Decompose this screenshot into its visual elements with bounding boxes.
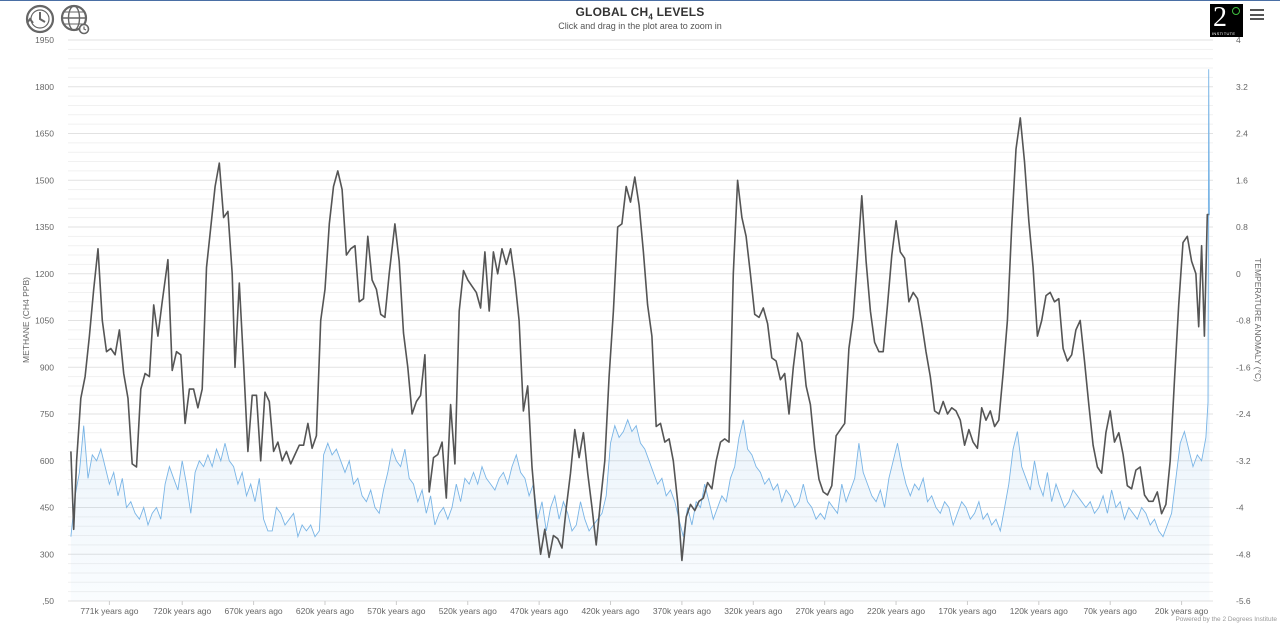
title-end: LEVELS: [653, 5, 705, 19]
left-tick-label: 1800: [35, 82, 54, 92]
logo-caption: INSTITUTE: [1212, 31, 1236, 36]
left-tick-label: 450: [40, 503, 54, 513]
x-tick-label: 670k years ago: [225, 606, 283, 616]
x-tick-label: 320k years ago: [724, 606, 782, 616]
globe-clock-icon[interactable]: [59, 3, 91, 35]
x-tick-label: 620k years ago: [296, 606, 354, 616]
x-tick-label: 170k years ago: [938, 606, 996, 616]
title-main: GLOBAL CH: [575, 5, 649, 19]
right-tick-label: -3.2: [1236, 456, 1251, 466]
x-tick-label: 270k years ago: [796, 606, 854, 616]
right-tick-label: 3.2: [1236, 82, 1248, 92]
right-y-axis: -5.6 -4.8 -4 -3.2 -2.4 -1.6 -0.8 0 0.8 1.6 2.4 3.2 4: [1236, 35, 1251, 606]
right-tick-label: 0: [1236, 269, 1241, 279]
right-axis-title: TEMPERATURE ANOMALY (°C): [1253, 258, 1263, 382]
chart-subtitle: Click and drag in the plot area to zoom …: [558, 21, 722, 31]
right-tick-label: 0.8: [1236, 222, 1248, 232]
right-tick-label: -1.6: [1236, 362, 1251, 372]
x-tick-label: 220k years ago: [867, 606, 925, 616]
two-degrees-institute-logo[interactable]: 2 INSTITUTE: [1210, 2, 1243, 37]
right-tick-label: 1.6: [1236, 175, 1248, 185]
x-tick-label: 70k years ago: [1084, 606, 1138, 616]
right-tick-label: -2.4: [1236, 409, 1251, 419]
x-tick-label: 720k years ago: [153, 606, 211, 616]
top-border: [0, 0, 1280, 1]
credits-text[interactable]: Powered by the 2 Degrees Institute: [1175, 616, 1277, 623]
temperature-series: [70, 69, 1210, 601]
temperature-area: [70, 69, 1210, 601]
hamburger-menu-icon[interactable]: [1250, 9, 1264, 23]
temperature-line[interactable]: [70, 69, 1210, 539]
left-tick-label: 1200: [35, 269, 54, 279]
logo-glyph: 2: [1213, 2, 1227, 33]
left-tick-label: 900: [40, 362, 54, 372]
left-tick-label: 1350: [35, 222, 54, 232]
left-tick-label: 1650: [35, 129, 54, 139]
x-tick-label: 771k years ago: [80, 606, 138, 616]
methane-line[interactable]: [70, 117, 1209, 562]
x-tick-label: 570k years ago: [367, 606, 425, 616]
methane-series: [70, 117, 1209, 562]
left-tick-label: 750: [40, 409, 54, 419]
right-tick-label: -4: [1236, 503, 1244, 513]
right-tick-label: -0.8: [1236, 316, 1251, 326]
x-axis: 771k years ago 720k years ago 670k years a…: [80, 601, 1209, 616]
x-tick-label: 520k years ago: [439, 606, 497, 616]
left-tick-label: 300: [40, 549, 54, 559]
x-tick-label: 20k years ago: [1155, 606, 1209, 616]
left-tick-label: 1500: [35, 175, 54, 185]
right-tick-label: 2.4: [1236, 129, 1248, 139]
logo-degree-ring: [1232, 7, 1240, 15]
back-time-icon[interactable]: [24, 3, 56, 35]
x-tick-label: 420k years ago: [581, 606, 639, 616]
chart-title: GLOBAL CH4 LEVELS: [0, 5, 1280, 21]
right-tick-label: -5.6: [1236, 596, 1251, 606]
left-tick-label: ,50: [42, 596, 54, 606]
x-tick-label: 370k years ago: [653, 606, 711, 616]
left-tick-label: 600: [40, 456, 54, 466]
left-tick-label: 1950: [35, 35, 54, 45]
left-tick-label: 1050: [35, 316, 54, 326]
right-tick-label: -4.8: [1236, 549, 1251, 559]
left-y-axis: ,50 300 450 600 750 900 1050 1200 1350 1500 1650 18…: [35, 35, 54, 606]
x-tick-label: 120k years ago: [1010, 606, 1068, 616]
left-axis-title: METHANE (CH4 PPB): [21, 277, 31, 363]
right-tick-label: 4: [1236, 35, 1241, 45]
x-tick-label: 470k years ago: [510, 606, 568, 616]
title-subscript: 4: [648, 12, 654, 22]
